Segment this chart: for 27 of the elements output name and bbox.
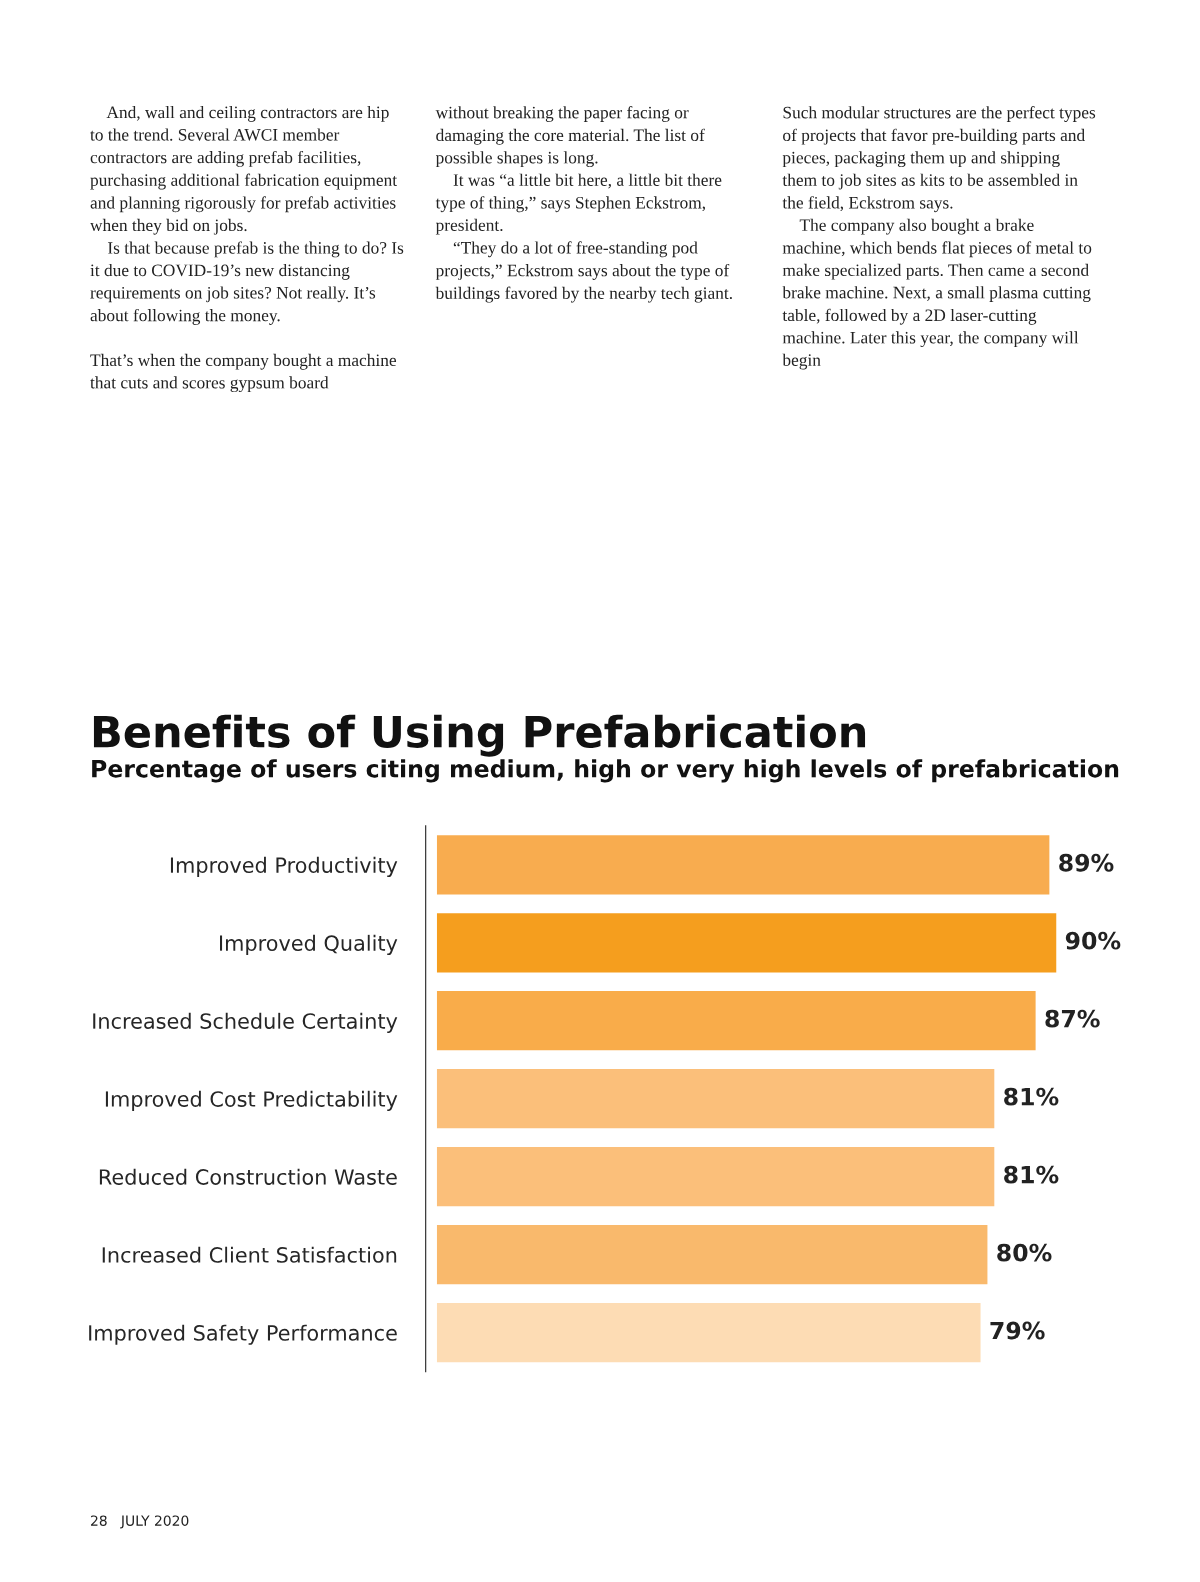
y-tick-label: Improved Cost Predictability (105, 1090, 398, 1111)
bar (436, 991, 1036, 1051)
text: Such modular structures are the perfect types of projects that favor pre-building parts and pieces, packaging them up and shipping them to job sites as kits to be assembled in the field, Eckstrom says. The company also bought a brake machine, which bends flat pieces of metal to make specialized parts. Then came a second brake machine. Next, a small plasma cutting table, followed by a 2D laser-cutting machine. Later this year, the company will begin (782, 105, 1096, 370)
bar (436, 1225, 988, 1285)
y-tick-label: Improved Productivity (170, 856, 398, 878)
y-tick-label: Improved Safety Performance (89, 1324, 397, 1345)
data-label: 90% (1065, 931, 1121, 950)
y-tick-label: Increased Client Satisfaction (102, 1246, 397, 1263)
text: 28 JULY 2020 (91, 1515, 189, 1529)
bar (436, 1302, 981, 1363)
bar (436, 835, 1050, 895)
y-tick-label: Increased Schedule Certainty (93, 1012, 398, 1033)
data-label: 81% (1004, 1087, 1059, 1106)
bar (436, 913, 1057, 973)
data-label: 79% (990, 1321, 1045, 1340)
data-label: 89% (1059, 853, 1114, 872)
bar (436, 1069, 995, 1129)
data-label: 80% (997, 1243, 1052, 1262)
text: And, wall and ceiling contractors are hip to the trend. Several AWCI member contractors are adding prefab facilities, purchasing additional fabrication equipment and planning rigorously for prefab activities when they bid on jobs. Is that because prefab is the thing to do? Is it due to COVID-19’s new distancing requirements on job sites? Not really. It’s about following the money. That’s when the company bought a machine that cuts and scores gypsum board (90, 105, 404, 393)
y-tick-label: Improved Quality (220, 934, 398, 956)
bar (436, 1147, 995, 1207)
chart-title: Benefits of Using Prefabrication (93, 714, 866, 757)
text: without breaking the paper facing or damaging the core material. The list of possible shapes is long. It was “a little bit here, a little bit there type of thing,” says Stephen Eckstrom, president. “They do a lot of free-standing pod projects,” Eckstrom says about the type of buildings favored by the nearby tech giant. (435, 105, 732, 303)
data-label: 81% (1004, 1165, 1059, 1184)
data-label: 87% (1045, 1009, 1100, 1028)
y-tick-label: Reduced Construction Waste (99, 1168, 397, 1185)
chart-subtitle: Percentage of users citing medium, high or very high levels of prefabrication (92, 759, 1119, 783)
